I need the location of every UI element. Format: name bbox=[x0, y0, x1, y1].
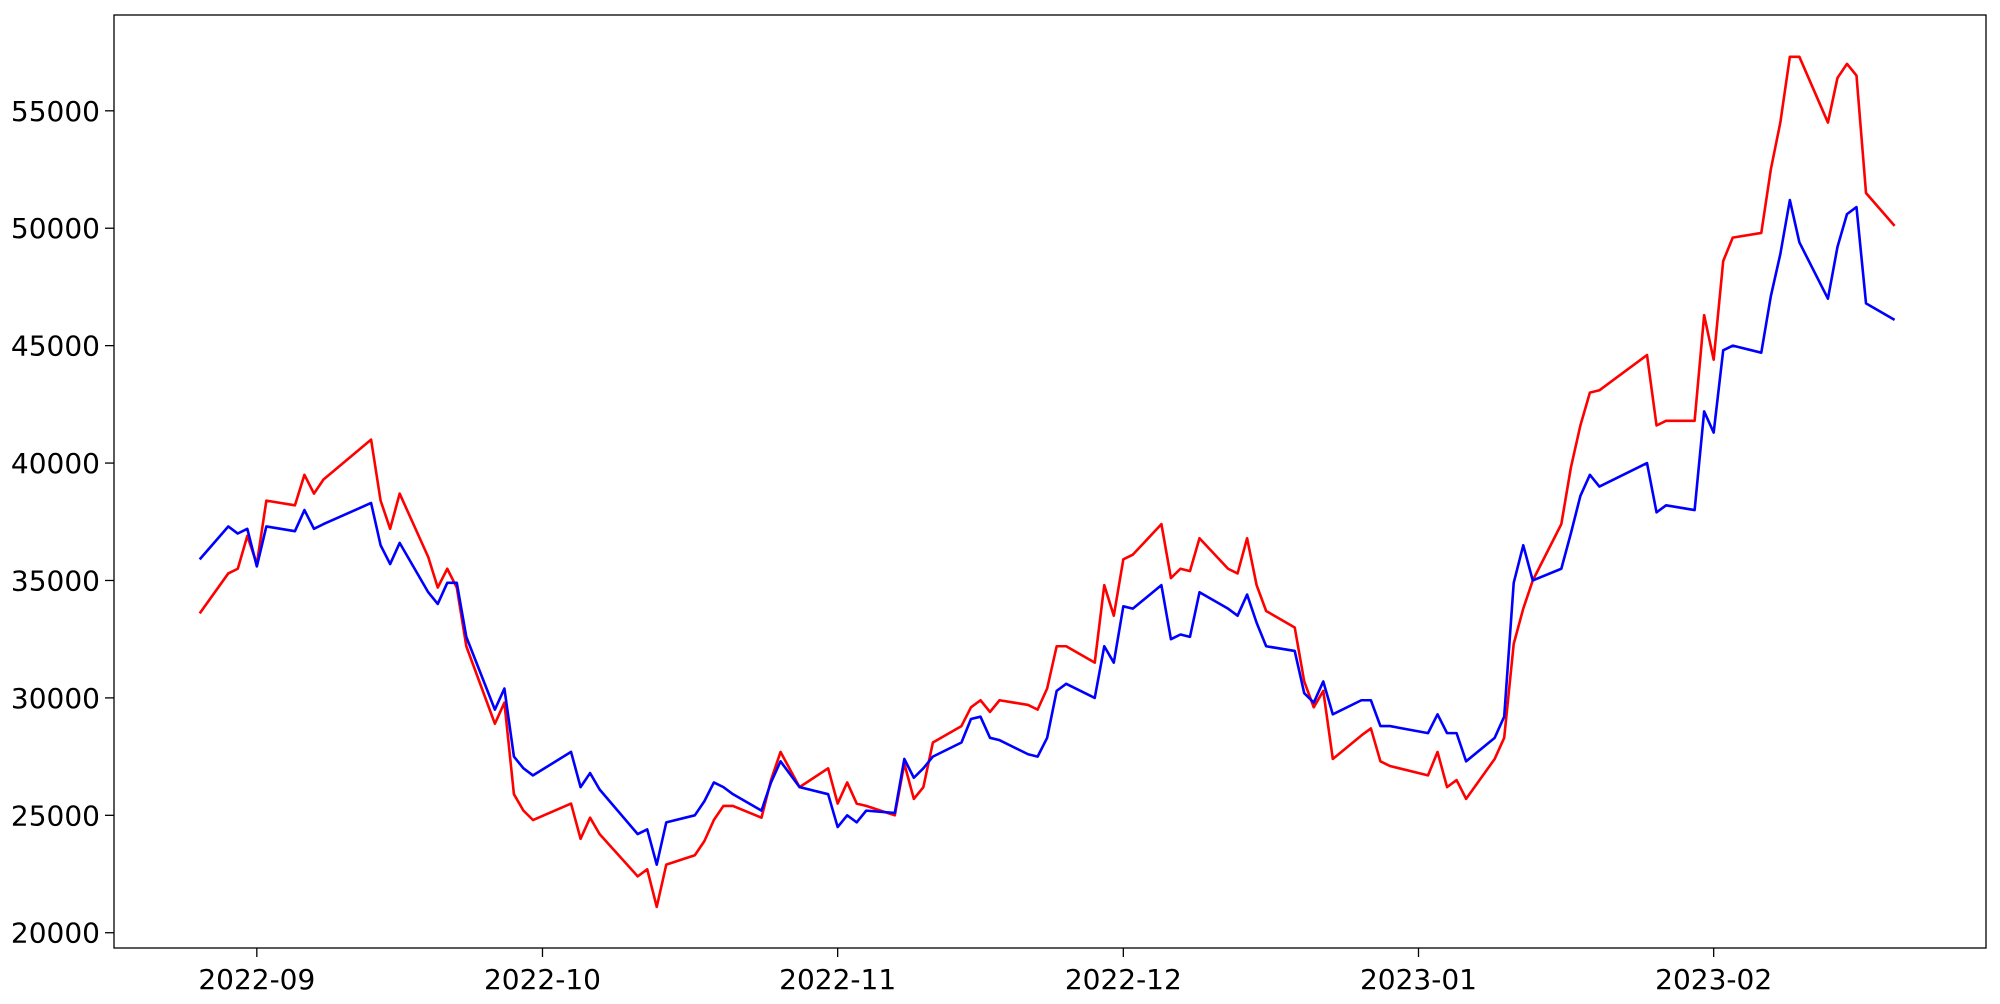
x-tick-label: 2022-11 bbox=[779, 963, 896, 996]
data-line bbox=[198, 55, 1896, 909]
x-tick-label: 2023-01 bbox=[1360, 963, 1477, 996]
x-tick-label: 2023-02 bbox=[1655, 963, 1772, 996]
data-line bbox=[198, 198, 1896, 866]
x-tick-label: 2022-12 bbox=[1065, 963, 1182, 996]
y-tick-label: 50000 bbox=[11, 212, 100, 245]
y-tick-label: 55000 bbox=[11, 95, 100, 128]
axes-frame bbox=[113, 14, 1987, 949]
y-tick-label: 35000 bbox=[11, 564, 100, 597]
y-tick-label: 45000 bbox=[11, 330, 100, 363]
x-tick-label: 2022-10 bbox=[484, 963, 601, 996]
y-tick-label: 20000 bbox=[11, 917, 100, 950]
y-tick-label: 30000 bbox=[11, 682, 100, 715]
y-tick-label: 40000 bbox=[11, 447, 100, 480]
x-tick-label: 2022-09 bbox=[198, 963, 315, 996]
y-tick-label: 25000 bbox=[11, 799, 100, 832]
